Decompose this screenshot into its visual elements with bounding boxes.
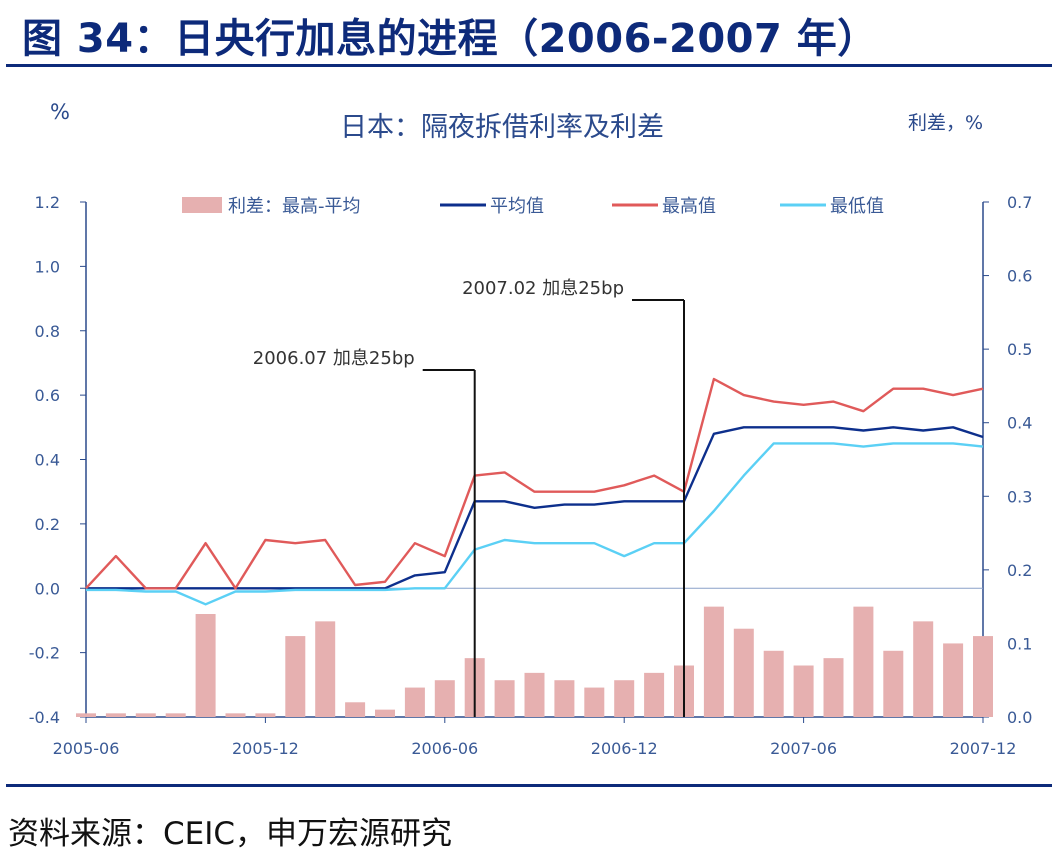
x-tick-label: 2005-12 xyxy=(232,739,299,758)
left-tick-label: 0.4 xyxy=(35,451,60,470)
spread-bar xyxy=(135,713,156,717)
chart-title: 日本：隔夜拆借利率及利差 xyxy=(340,112,664,143)
spread-bar xyxy=(913,621,934,717)
left-tick-label: 0.0 xyxy=(35,579,60,598)
spread-bar xyxy=(225,713,246,717)
spread-bar xyxy=(315,621,336,717)
legend-label: 平均值 xyxy=(490,196,544,217)
min-line xyxy=(86,442,984,606)
spread-bar xyxy=(703,606,724,717)
hike-annotation-label: 2006.07 加息25bp xyxy=(253,348,415,369)
source-note: 资料来源：CEIC，申万宏源研究 xyxy=(8,816,453,852)
spread-bar xyxy=(494,680,515,717)
left-tick-label: 0.6 xyxy=(35,386,60,405)
x-tick-label: 2007-06 xyxy=(770,739,837,758)
legend-label: 利差：最高-平均 xyxy=(228,196,361,217)
spread-bar xyxy=(793,665,814,717)
right-axis-unit: 利差，% xyxy=(908,112,984,134)
spread-bar xyxy=(554,680,575,717)
x-tick-label: 2007-12 xyxy=(950,739,1017,758)
x-tick-label: 2005-06 xyxy=(53,739,120,758)
spread-bar xyxy=(285,636,306,717)
spread-bar xyxy=(823,658,844,717)
right-tick-label: 0.3 xyxy=(1007,487,1032,506)
footer-rule xyxy=(6,784,1052,787)
spread-bar xyxy=(434,680,455,717)
spread-bar xyxy=(614,680,635,717)
x-tick-label: 2006-06 xyxy=(411,739,478,758)
legend-label: 最高值 xyxy=(662,196,716,217)
spread-bar xyxy=(195,614,216,717)
left-tick-label: 0.2 xyxy=(35,515,60,534)
title-rule xyxy=(6,64,1052,67)
figure-title: 图 34：日央行加息的进程（2006-2007 年） xyxy=(22,16,878,62)
spread-bar xyxy=(943,643,964,717)
spread-bar xyxy=(165,713,186,717)
spread-bar xyxy=(375,709,395,717)
right-tick-label: 0.2 xyxy=(1007,561,1032,580)
right-tick-label: 0.1 xyxy=(1007,634,1032,653)
spread-bar xyxy=(524,672,545,717)
left-tick-label: 1.2 xyxy=(35,193,60,212)
spread-bar xyxy=(733,628,754,717)
legend-swatch-spread xyxy=(182,197,222,213)
left-tick-label: 0.8 xyxy=(35,322,60,341)
spread-bar xyxy=(76,713,96,717)
left-tick-label: 1.0 xyxy=(35,257,60,276)
hike-annotation-label: 2007.02 加息25bp xyxy=(462,278,624,299)
spread-bar xyxy=(853,606,874,717)
spread-bar xyxy=(973,636,993,717)
left-axis-unit: % xyxy=(50,100,70,124)
right-tick-label: 0.7 xyxy=(1007,193,1032,212)
legend-label: 最低值 xyxy=(830,196,884,217)
spread-bar xyxy=(763,650,784,717)
spread-bar xyxy=(404,687,425,717)
spread-bar xyxy=(255,713,276,717)
spread-bar xyxy=(105,713,126,717)
right-tick-label: 0.5 xyxy=(1007,340,1032,359)
right-tick-label: 0.0 xyxy=(1007,708,1032,727)
spread-bar xyxy=(584,687,605,717)
right-tick-label: 0.6 xyxy=(1007,267,1032,286)
x-tick-label: 2006-12 xyxy=(591,739,658,758)
left-tick-label: -0.4 xyxy=(29,708,60,727)
spread-bar xyxy=(345,702,366,717)
spread-bar xyxy=(644,672,665,717)
max-line xyxy=(85,377,984,590)
right-tick-label: 0.4 xyxy=(1007,414,1032,433)
spread-bar xyxy=(883,650,904,717)
left-tick-label: -0.2 xyxy=(29,644,60,663)
